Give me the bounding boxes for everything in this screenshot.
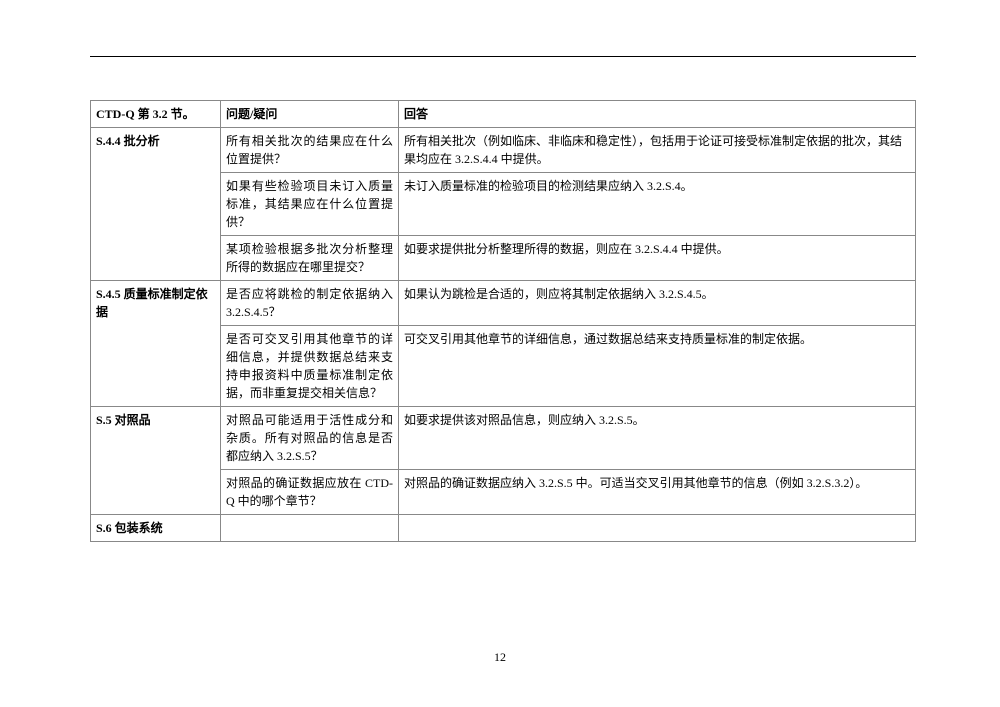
answer-cell: 所有相关批次（例如临床、非临床和稳定性），包括用于论证可接受标准制定依据的批次，… [399,128,916,173]
table-header-row: CTD-Q 第 3.2 节。 问题/疑问 回答 [91,101,916,128]
section-cell: S.5 对照品 [91,407,221,515]
table-row: S.4.5 质量标准制定依据是否应将跳检的制定依据纳入3.2.S.4.5？如果认… [91,281,916,326]
answer-cell: 如要求提供批分析整理所得的数据，则应在 3.2.S.4.4 中提供。 [399,236,916,281]
answer-cell: 未订入质量标准的检验项目的检测结果应纳入 3.2.S.4。 [399,173,916,236]
table-row: S.4.4 批分析所有相关批次的结果应在什么位置提供？所有相关批次（例如临床、非… [91,128,916,173]
answer-cell: 如要求提供该对照品信息，则应纳入 3.2.S.5。 [399,407,916,470]
section-cell: S.4.4 批分析 [91,128,221,281]
answer-cell: 对照品的确证数据应纳入 3.2.S.5 中。可适当交叉引用其他章节的信息（例如 … [399,470,916,515]
header-rule [90,56,916,57]
question-cell: 如果有些检验项目未订入质量标准，其结果应在什么位置提供？ [221,173,399,236]
question-cell: 是否可交叉引用其他章节的详细信息，并提供数据总结来支持申报资料中质量标准制定依据… [221,326,399,407]
header-answer: 回答 [399,101,916,128]
qa-table: CTD-Q 第 3.2 节。 问题/疑问 回答 S.4.4 批分析所有相关批次的… [90,100,916,542]
table-row: S.6 包装系统 [91,515,916,542]
question-cell: 对照品的确证数据应放在 CTD-Q 中的哪个章节？ [221,470,399,515]
section-cell: S.6 包装系统 [91,515,221,542]
page-number: 12 [0,650,1000,665]
question-cell: 对照品可能适用于活性成分和杂质。所有对照品的信息是否都应纳入 3.2.S.5？ [221,407,399,470]
answer-cell: 可交叉引用其他章节的详细信息，通过数据总结来支持质量标准的制定依据。 [399,326,916,407]
header-section: CTD-Q 第 3.2 节。 [91,101,221,128]
answer-cell: 如果认为跳检是合适的，则应将其制定依据纳入 3.2.S.4.5。 [399,281,916,326]
question-cell: 所有相关批次的结果应在什么位置提供？ [221,128,399,173]
table-row: S.5 对照品对照品可能适用于活性成分和杂质。所有对照品的信息是否都应纳入 3.… [91,407,916,470]
question-cell [221,515,399,542]
header-question: 问题/疑问 [221,101,399,128]
question-cell: 某项检验根据多批次分析整理所得的数据应在哪里提交？ [221,236,399,281]
answer-cell [399,515,916,542]
qa-table-container: CTD-Q 第 3.2 节。 问题/疑问 回答 S.4.4 批分析所有相关批次的… [90,100,916,542]
table-body: S.4.4 批分析所有相关批次的结果应在什么位置提供？所有相关批次（例如临床、非… [91,128,916,542]
section-cell: S.4.5 质量标准制定依据 [91,281,221,407]
question-cell: 是否应将跳检的制定依据纳入3.2.S.4.5？ [221,281,399,326]
